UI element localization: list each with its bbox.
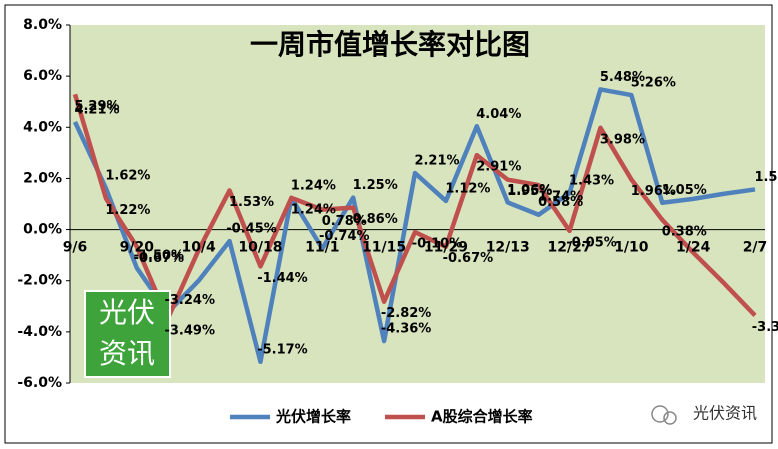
y-tick-label: 8.0% [23,17,62,33]
icon [651,405,669,423]
data-label: 1.24% [291,202,336,217]
data-label: 1.22% [105,203,150,218]
data-label: 1.12% [445,181,490,196]
data-label: -2.82% [381,306,432,321]
data-label: 1.06% [507,183,552,198]
watermark: 光伏资讯 [693,404,757,423]
data-label: -1.44% [257,271,308,286]
data-label: -3.49% [164,323,215,338]
data-label: 1.74% [538,190,583,205]
x-tick-label: 11/29 [424,240,468,256]
data-label: 2.21% [414,154,459,169]
series-line [72,87,756,365]
data-label: -3.24% [164,293,215,308]
y-tick-label: 4.0% [23,119,62,135]
x-tick-label: 10/4 [181,240,216,256]
watermark-icon [651,405,677,425]
data-label: 1.53% [229,195,274,210]
x-tick-label: 12/27 [548,240,592,256]
data-label: 1.25% [353,178,398,193]
x-tick-label: 11/1 [305,240,339,256]
data-label: 0.38% [662,224,707,239]
series-line [72,93,757,322]
data-label: 5.29% [74,99,119,114]
data-label: 4.04% [476,107,521,122]
x-tick-label: 10/18 [238,240,282,256]
data-label: -4.36% [381,322,432,337]
y-tick-label: -4.0% [17,324,62,340]
x-tick-label: 1/24 [676,240,711,256]
legend-label: A股综合增长率 [431,408,533,426]
data-label: 4.21% [74,102,119,117]
y-tick-label: -6.0% [17,375,62,391]
x-tick-label: 2/7 [743,240,768,256]
data-label: -1.50% [134,248,185,263]
data-label: 1.24% [291,178,336,193]
x-tick-label: 9/20 [120,240,155,256]
y-tick-label: 6.0% [23,68,62,84]
data-label: -0.05% [566,235,617,250]
data-label: 1.57% [754,170,778,185]
y-tick-label: -2.0% [17,273,62,289]
data-label: 1.05% [662,183,707,198]
x-tick-label: 9/6 [63,240,88,256]
data-label: -0.74% [319,229,370,244]
logo-text: 资讯 [99,337,155,370]
y-tick-label: 2.0% [23,170,62,186]
data-label: -0.45% [226,222,277,237]
data-label: 1.43% [569,174,614,189]
data-label: 0.86% [353,212,398,227]
legend: 光伏增长率 A股综合增长率 [230,408,533,426]
x-tick-label: 1/10 [614,240,649,256]
legend-label: 光伏增长率 [275,408,351,426]
marks [66,24,765,384]
data-label: 3.98% [600,132,645,147]
logo: 光伏 资讯 [84,290,171,378]
x-tick-label: 12/13 [486,240,530,256]
data-label: 1.96% [631,184,676,199]
data-label: 5.48% [600,70,645,85]
data-label: -0.67% [443,251,494,266]
data-label: 1.62% [105,169,150,184]
data-label: -0.67% [134,251,185,266]
data-label: 0.78% [322,214,367,229]
chart-title: 一周市值增长率对比图 [250,28,530,61]
logo-text: 光伏 [99,296,155,329]
data-label: -0.10% [412,237,463,252]
data-label: 0.58% [538,195,583,210]
data-label: 2.91% [476,160,521,175]
logo-box [84,290,171,378]
data-label: 1.95% [507,184,552,199]
data-label: -5.17% [257,342,308,357]
y-tick-label: 0.0% [23,222,62,238]
icon [663,411,677,425]
data-label: -3.36% [752,320,778,335]
x-tick-label: 11/15 [362,240,406,256]
data-label: 5.26% [631,76,676,91]
